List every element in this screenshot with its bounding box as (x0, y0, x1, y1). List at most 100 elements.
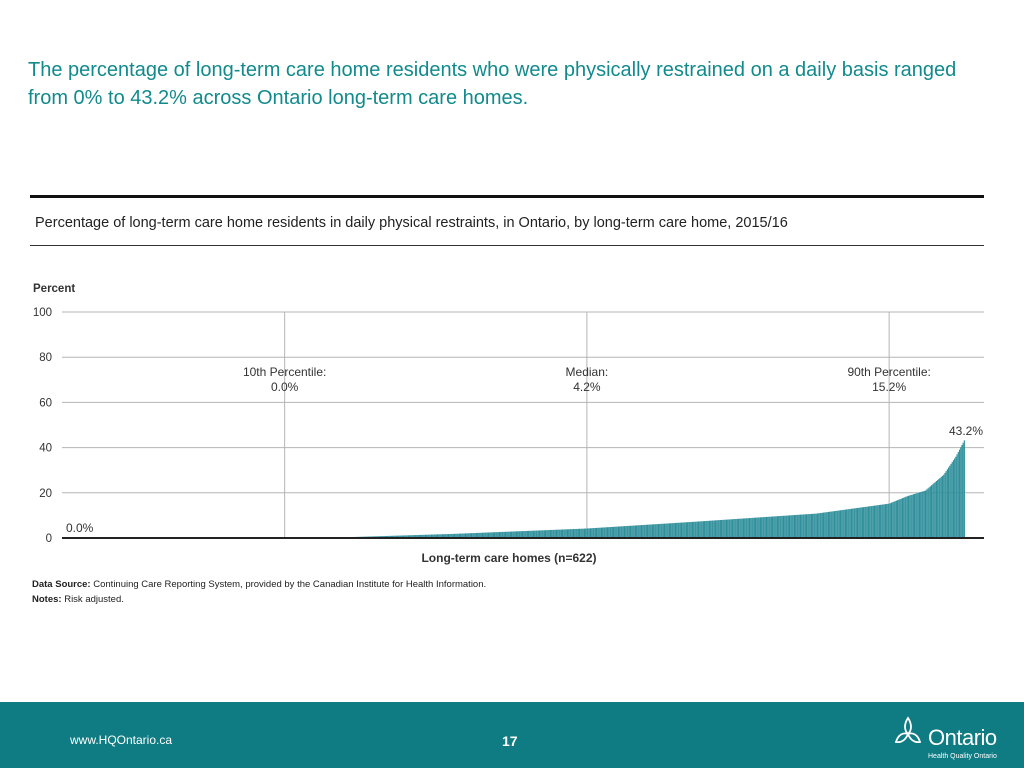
percentile-label-0: 10th Percentile: (243, 365, 326, 379)
bar (844, 509, 846, 538)
bar (388, 535, 390, 538)
y-tick-label-20: 20 (39, 488, 52, 500)
bar (402, 535, 405, 538)
bar (565, 529, 567, 538)
bar (931, 485, 933, 538)
percentile-value-0: 0.0% (271, 380, 299, 394)
bar (708, 520, 711, 538)
bar (801, 514, 803, 538)
bar (526, 530, 528, 538)
bar (478, 532, 480, 538)
bar (528, 530, 530, 538)
bar (820, 512, 822, 538)
bar (570, 529, 572, 538)
bar (830, 511, 832, 538)
bar (821, 512, 823, 538)
bar (716, 520, 718, 538)
website-link[interactable]: www.HQOntario.ca (70, 733, 173, 747)
bar (541, 530, 543, 538)
bar (750, 517, 752, 538)
bar (899, 499, 901, 538)
bar (475, 532, 477, 538)
bar (611, 526, 613, 538)
bar (870, 506, 872, 538)
bar (744, 518, 746, 538)
bar (585, 528, 587, 538)
bar (865, 506, 867, 538)
bar (742, 518, 745, 538)
bar (711, 520, 713, 538)
bar (757, 517, 759, 538)
bar (620, 526, 622, 538)
bar (395, 535, 397, 538)
bar (436, 534, 439, 538)
bar (606, 527, 609, 538)
bar (622, 526, 624, 538)
bar (958, 449, 961, 538)
bar (495, 532, 497, 538)
bar (712, 520, 714, 538)
bar (549, 529, 552, 538)
bar (428, 534, 430, 538)
bar (770, 516, 772, 538)
top-divider (30, 195, 984, 198)
bar (504, 531, 507, 538)
bar (411, 535, 413, 538)
chart-title: Percentage of long-term care home reside… (35, 215, 788, 231)
bar (441, 534, 443, 538)
bar (905, 496, 907, 538)
percentile-value-2: 15.2% (872, 380, 906, 394)
bar (932, 484, 934, 538)
bar (457, 533, 459, 538)
bar (920, 492, 922, 538)
bar (614, 526, 616, 538)
bar (699, 521, 701, 538)
bar (684, 522, 686, 538)
bar (662, 523, 664, 538)
bar (401, 535, 403, 538)
bar (579, 528, 581, 538)
bar (714, 520, 717, 538)
notes-text: Risk adjusted. (61, 594, 124, 605)
bar (462, 533, 464, 538)
logo-wordmark: Ontario (928, 725, 997, 750)
bar (474, 533, 476, 538)
bar (702, 521, 704, 538)
bar (410, 535, 412, 538)
bar (877, 505, 879, 538)
bar (599, 527, 601, 538)
bar (496, 532, 498, 538)
bar (772, 516, 774, 538)
bar (721, 519, 723, 538)
bar (456, 533, 458, 538)
bar (555, 529, 558, 538)
bar (433, 534, 435, 538)
bar (894, 501, 896, 538)
bar (736, 518, 738, 538)
bar (617, 526, 619, 538)
bar (598, 527, 600, 538)
bar (888, 503, 890, 538)
bar (802, 514, 804, 538)
bar (621, 526, 623, 538)
bar (418, 534, 420, 538)
bar (554, 529, 556, 538)
bar (687, 522, 689, 538)
bar (674, 522, 677, 538)
bar (796, 514, 798, 538)
bar (580, 528, 582, 538)
bar (409, 535, 411, 538)
bar (623, 526, 626, 538)
bar (848, 509, 850, 538)
bar (640, 525, 643, 538)
logo-subtitle: Health Quality Ontario (928, 753, 997, 760)
bar (535, 530, 537, 538)
bar (682, 522, 684, 538)
bar (668, 523, 670, 538)
bar (661, 523, 663, 538)
bar (856, 507, 859, 538)
bar (616, 526, 618, 538)
bar (524, 531, 526, 538)
bar (831, 511, 833, 538)
bar (748, 518, 751, 538)
